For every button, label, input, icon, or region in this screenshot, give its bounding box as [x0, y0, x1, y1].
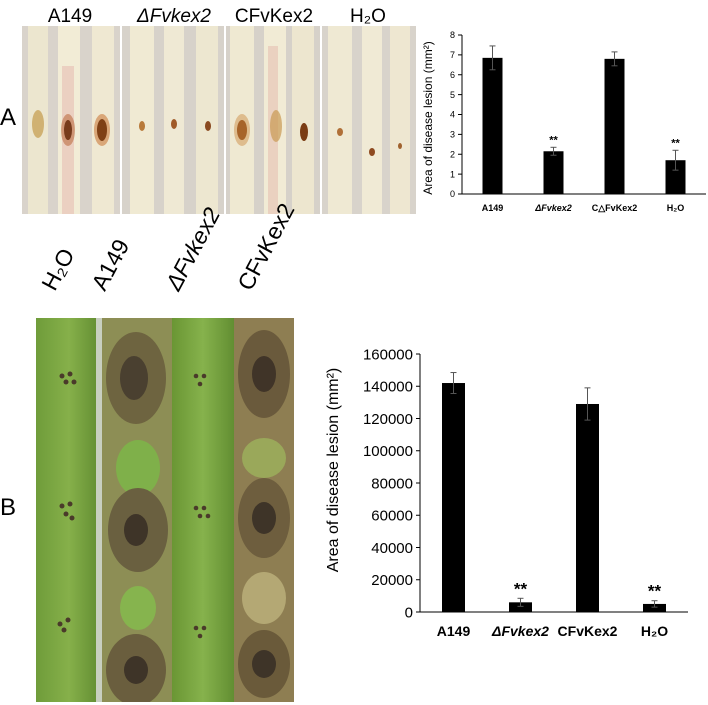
panel-a-y-axis-label: Area of disease lesion (mm²): [421, 41, 435, 194]
panel-b-bar: [576, 403, 599, 612]
panel-a-significance-label: **: [549, 134, 558, 146]
panel-a-bar: [543, 151, 564, 194]
panel-a-bar: [482, 57, 503, 195]
panel-a-significance-label: **: [671, 137, 680, 149]
panel-b-category-label: A149: [437, 623, 471, 639]
panel-a-y-tick-label: 8: [450, 30, 455, 40]
panel-b-y-tick-label: 0: [405, 604, 413, 621]
panel-b-y-tick-label: 20000: [371, 572, 413, 589]
panel-b-y-axis-label: Area of disease lesion (mm²): [325, 368, 342, 573]
panel-a-stem-photo-dfvkex2: [122, 26, 224, 214]
panel-a-letter: A: [0, 104, 17, 131]
panel-a-y-tick-label: 3: [450, 130, 455, 140]
panel-a-category-label: C△FvKex2: [592, 203, 637, 213]
panel-a-chart: Area of disease lesion (mm²) 0 1 2 3 4 5 6 7 8 A1…: [421, 30, 706, 213]
panel-b-bar: [643, 603, 666, 612]
panel-a-y-tick-label: 1: [450, 169, 455, 179]
panel-a-label-h2o: H₂O: [350, 6, 386, 27]
panel-a-bar: [604, 58, 625, 194]
panel-a-category-label: H₂O: [667, 203, 685, 213]
panel-b-chart: Area of disease lesion (mm²) 0 20000 40000…: [325, 346, 688, 639]
panel-b-letter: B: [0, 494, 17, 521]
panel-b-label-h2o: H₂O: [36, 243, 80, 295]
panel-b-bar: [509, 602, 532, 612]
panel-a-label-cfvkex2: CFvKex2: [234, 6, 314, 27]
panel-a-y-tick-label: 6: [450, 70, 455, 80]
panel-a-stem-photo-h2o: [322, 26, 416, 214]
panel-b-y-tick-label: 140000: [363, 379, 413, 396]
panel-a-label-a149: A149: [47, 6, 93, 27]
panel-b-leaf-photo-a149: [102, 318, 172, 702]
panel-b-bar: [442, 383, 465, 612]
panel-b-category-label: ΔFvkex2: [491, 623, 549, 639]
panel-b-category-label: H₂O: [641, 623, 668, 639]
panel-a-category-label: ΔFvkex2: [534, 203, 572, 213]
panel-b-leaf-photo-h2o: [36, 318, 102, 702]
panel-b-leaf-photo-dfvkex2: [172, 318, 234, 702]
panel-a-label-dfvkex2: ΔFvkex2: [137, 6, 211, 27]
panel-a-category-label: A149: [482, 203, 504, 213]
panel-a-y-tick-label: 2: [450, 149, 455, 159]
panel-b-y-tick-label: 40000: [371, 540, 413, 557]
panel-a-y-tick-label: 5: [450, 90, 455, 100]
panel-b-category-label: CFvKex2: [558, 623, 618, 639]
panel-a-y-tick-label: 0: [450, 189, 455, 199]
panel-a-y-tick-label: 7: [450, 50, 455, 60]
panel-a-bar: [665, 160, 686, 194]
panel-b-y-tick-label: 60000: [371, 508, 413, 525]
panel-a-stem-photo-cfvkex2: [226, 26, 320, 214]
panel-b-y-tick-label: 120000: [363, 411, 413, 428]
panel-a-stem-photo-a149: [22, 26, 120, 214]
panel-a-y-tick-label: 4: [450, 110, 455, 120]
panel-b-significance-label: **: [514, 579, 528, 598]
panel-b-y-tick-label: 100000: [363, 443, 413, 460]
panel-b-significance-label: **: [648, 582, 662, 601]
panel-b-label-a149: A149: [86, 234, 135, 295]
panel-b-y-tick-label: 80000: [371, 475, 413, 492]
panel-b-y-tick-label: 160000: [363, 346, 413, 363]
panel-b-label-dfvkex2: ΔFvkex2: [160, 203, 226, 295]
panel-b-leaf-photo-cfvkex2: [234, 318, 294, 702]
